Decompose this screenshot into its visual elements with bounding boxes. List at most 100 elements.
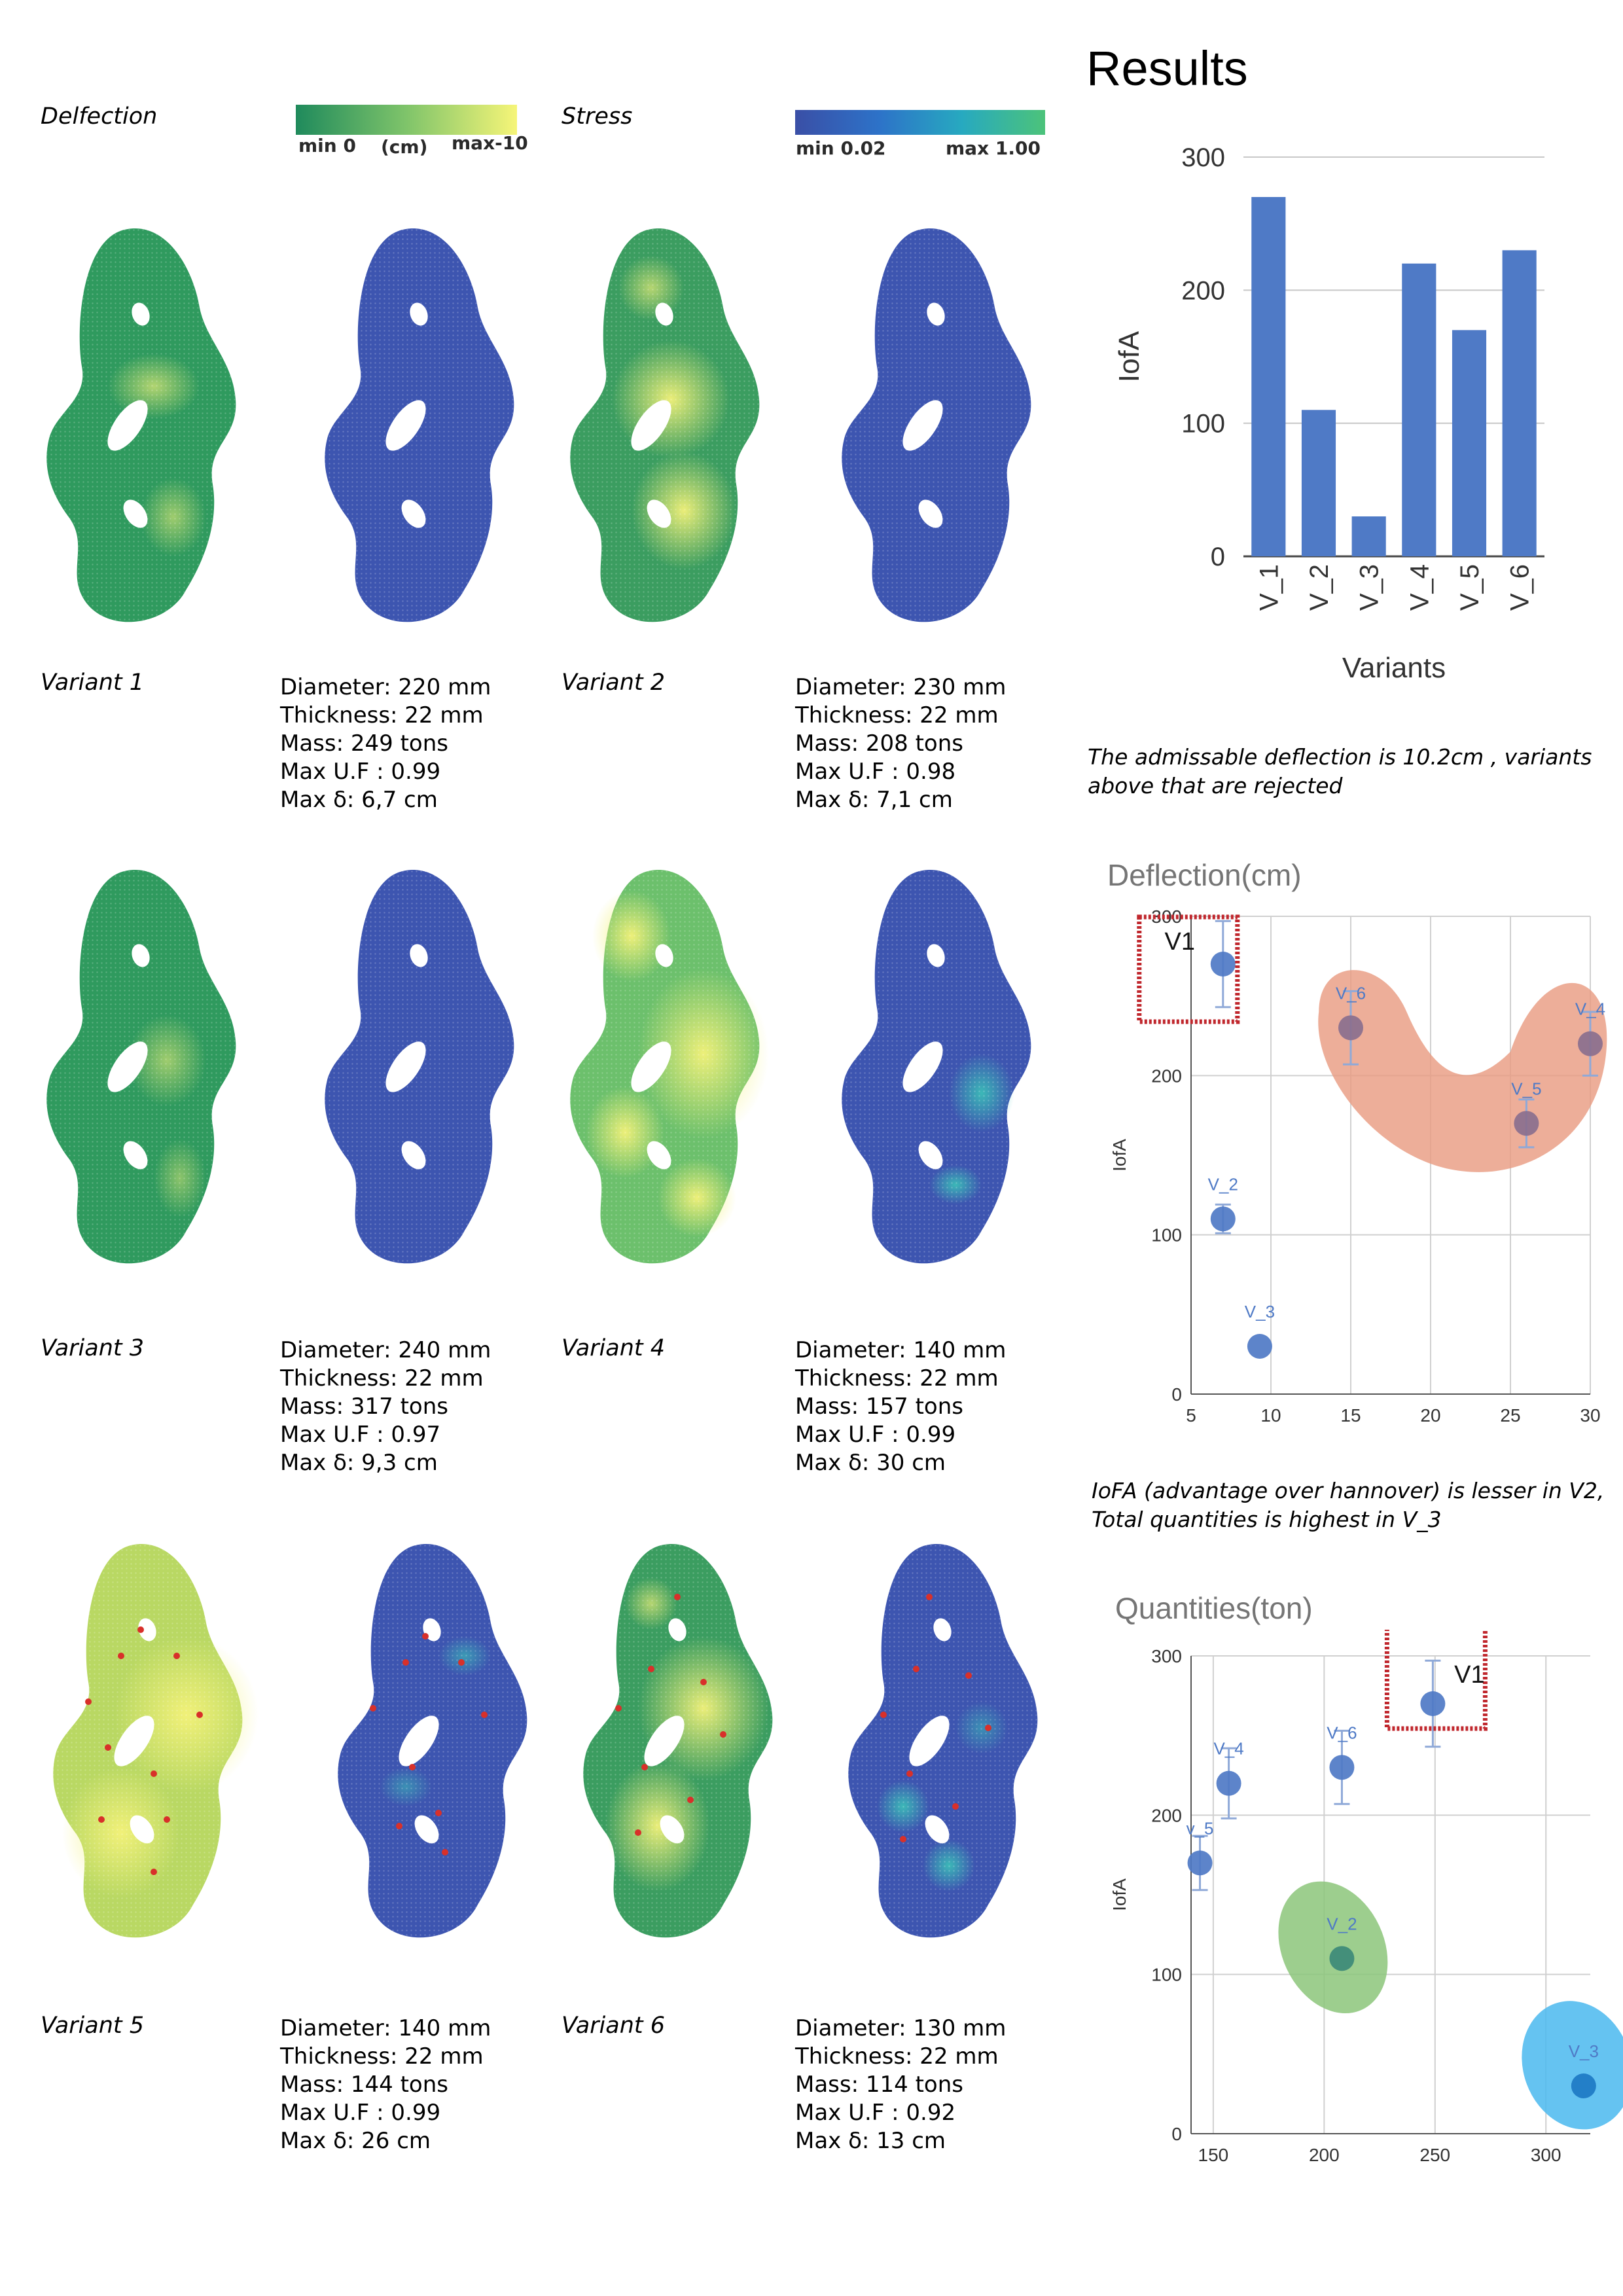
point-V1 [1420,1691,1446,1716]
bar-V_1 [1251,197,1286,556]
cluster-region-v2 [1278,1881,1388,2014]
spec-line: Mass: 157 tons [795,1393,963,1420]
x-tick-label: 5 [1186,1405,1196,1426]
x-tick-label: 25 [1500,1405,1520,1426]
x-tick-label: 150 [1198,2145,1229,2165]
point-label: V_4 [1575,999,1605,1019]
variant5-deflection-shape [53,1544,259,1938]
spec-line: Max δ: 26 cm [280,2128,431,2154]
variant2-stress-shape [842,228,1031,622]
spec-line: Mass: 114 tons [795,2072,963,2098]
point-label: V1 [1454,1661,1484,1689]
y-tick-label: 0 [1171,2124,1182,2144]
note-line: The admissable deflection is 10.2cm , va… [1088,744,1592,770]
spec-line: Thickness: 22 mm [280,1365,484,1391]
spec-line: Diameter: 240 mm [280,1337,491,1363]
variant6-deflection-shape [583,1544,773,1938]
stress-scale-min: min 0.02 [796,137,886,159]
variant4-deflection-shape [570,870,769,1264]
spec-line: Thickness: 22 mm [280,2043,484,2070]
point-label: V_6 [1336,983,1366,1003]
deflection-note: The admissable deflection is 10.2cm , va… [1088,743,1592,800]
spec-line: Max δ: 7,1 cm [795,787,953,813]
spec-line: Max δ: 30 cm [795,1450,946,1476]
point-V_2 [1329,1946,1355,1971]
variant3-deflection-shape [46,870,236,1264]
page-title: Results [1086,41,1248,96]
spec-line: Thickness: 22 mm [795,702,999,728]
y-tick-label: 300 [1181,143,1225,172]
note-line: Total quantities is highest in V_3 [1092,1507,1442,1532]
bar-V_6 [1502,250,1537,556]
point-V1 [1210,952,1236,977]
point-label: V_3 [1569,2041,1599,2061]
x-tick-label: V_1 [1255,564,1283,611]
x-tick-label: 15 [1340,1405,1361,1426]
y-tick-label: 200 [1181,276,1225,305]
variant-6-label: Variant 6 [562,2013,666,2039]
spec-line: Max δ: 13 cm [795,2128,946,2154]
y-tick-label: 100 [1151,1225,1182,1246]
cluster-region-v3 [1522,2001,1623,2130]
y-tick-label: 300 [1151,1646,1182,1666]
x-tick-label: 200 [1309,2145,1340,2165]
bar-V_2 [1301,410,1336,556]
spec-line: Max U.F : 0.97 [280,1422,441,1448]
spec-line: Diameter: 140 mm [795,1337,1007,1363]
y-tick-label: 100 [1181,410,1225,439]
point-label: V_4 [1213,1739,1243,1759]
point-V_3 [1571,2073,1596,2098]
stress-scale-max: max 1.00 [946,137,1041,159]
variant3-stress-shape [325,870,514,1264]
bar-V_4 [1402,263,1436,556]
y-tick-label: 0 [1211,543,1225,571]
variant-5-specs: Diameter: 140 mm Thickness: 22 mm Mass: … [280,2015,491,2155]
variant-3-label: Variant 3 [41,1335,145,1361]
stress-colorbar [795,110,1045,135]
point-label: V_2 [1208,1174,1238,1194]
spec-line: Max δ: 6,7 cm [280,787,438,813]
point-label: V_2 [1327,1914,1357,1933]
x-tick-label: 250 [1419,2145,1450,2165]
point-label: V_5 [1511,1079,1541,1098]
point-V_4 [1216,1770,1241,1796]
x-axis-label: Variants [1342,652,1446,684]
variant4-stress-shape [842,870,1031,1264]
iofa-note: IoFA (advantage over hannover) is lesser… [1092,1477,1604,1534]
bar-V_3 [1351,516,1386,556]
spec-line: Diameter: 230 mm [795,674,1007,700]
point-V_4 [1578,1031,1603,1056]
variant-3-specs: Diameter: 240 mm Thickness: 22 mm Mass: … [280,1336,491,1477]
x-tick-label: 10 [1260,1405,1281,1426]
deflection-colorbar [296,105,517,135]
deflection-scale-min: min 0 [298,135,356,156]
x-tick-label: V_6 [1506,564,1535,611]
spec-line: Max U.F : 0.99 [795,1422,956,1448]
y-tick-label: 100 [1151,1965,1182,1985]
deflection-scale-max: max-10 [452,132,528,154]
iofa-bar-chart: 0 100 200 300 V_1 V_2 V_3 V_4 V_5 V_6 IofA Variants [1113,143,1544,684]
spec-line: Diameter: 140 mm [280,2015,491,2041]
spec-line: Max U.F : 0.98 [795,759,956,785]
spec-line: Mass: 144 tons [280,2072,448,2098]
x-tick-label: V_5 [1455,564,1484,611]
variant-4-label: Variant 4 [562,1335,666,1361]
variant1-deflection-shape [46,228,236,622]
deflection-chart-title: Deflection(cm) [1107,858,1302,892]
highlight-box [1384,1630,1488,1731]
deflection-label: Delfection [41,103,158,130]
spec-line: Thickness: 22 mm [795,1365,999,1391]
quantities-scatter-chart: 0 100 200 300 150 200 250 300 IofA V1 v_5 V_4 V_6 V_2… [1109,1630,1623,2165]
variant-1-label: Variant 1 [41,670,145,696]
y-tick-label: 0 [1171,1384,1182,1405]
x-tick-label: V_2 [1305,564,1334,611]
bar-V_5 [1452,330,1487,556]
x-tick-label: 30 [1580,1405,1600,1426]
note-line: above that are rejected [1088,773,1343,798]
variant2-deflection-shape [570,228,760,622]
y-axis-label: IofA [1113,331,1145,382]
variant6-stress-shape [848,1544,1038,1938]
variant5-stress-shape [338,1544,527,1938]
x-tick-label: 300 [1531,2145,1561,2165]
